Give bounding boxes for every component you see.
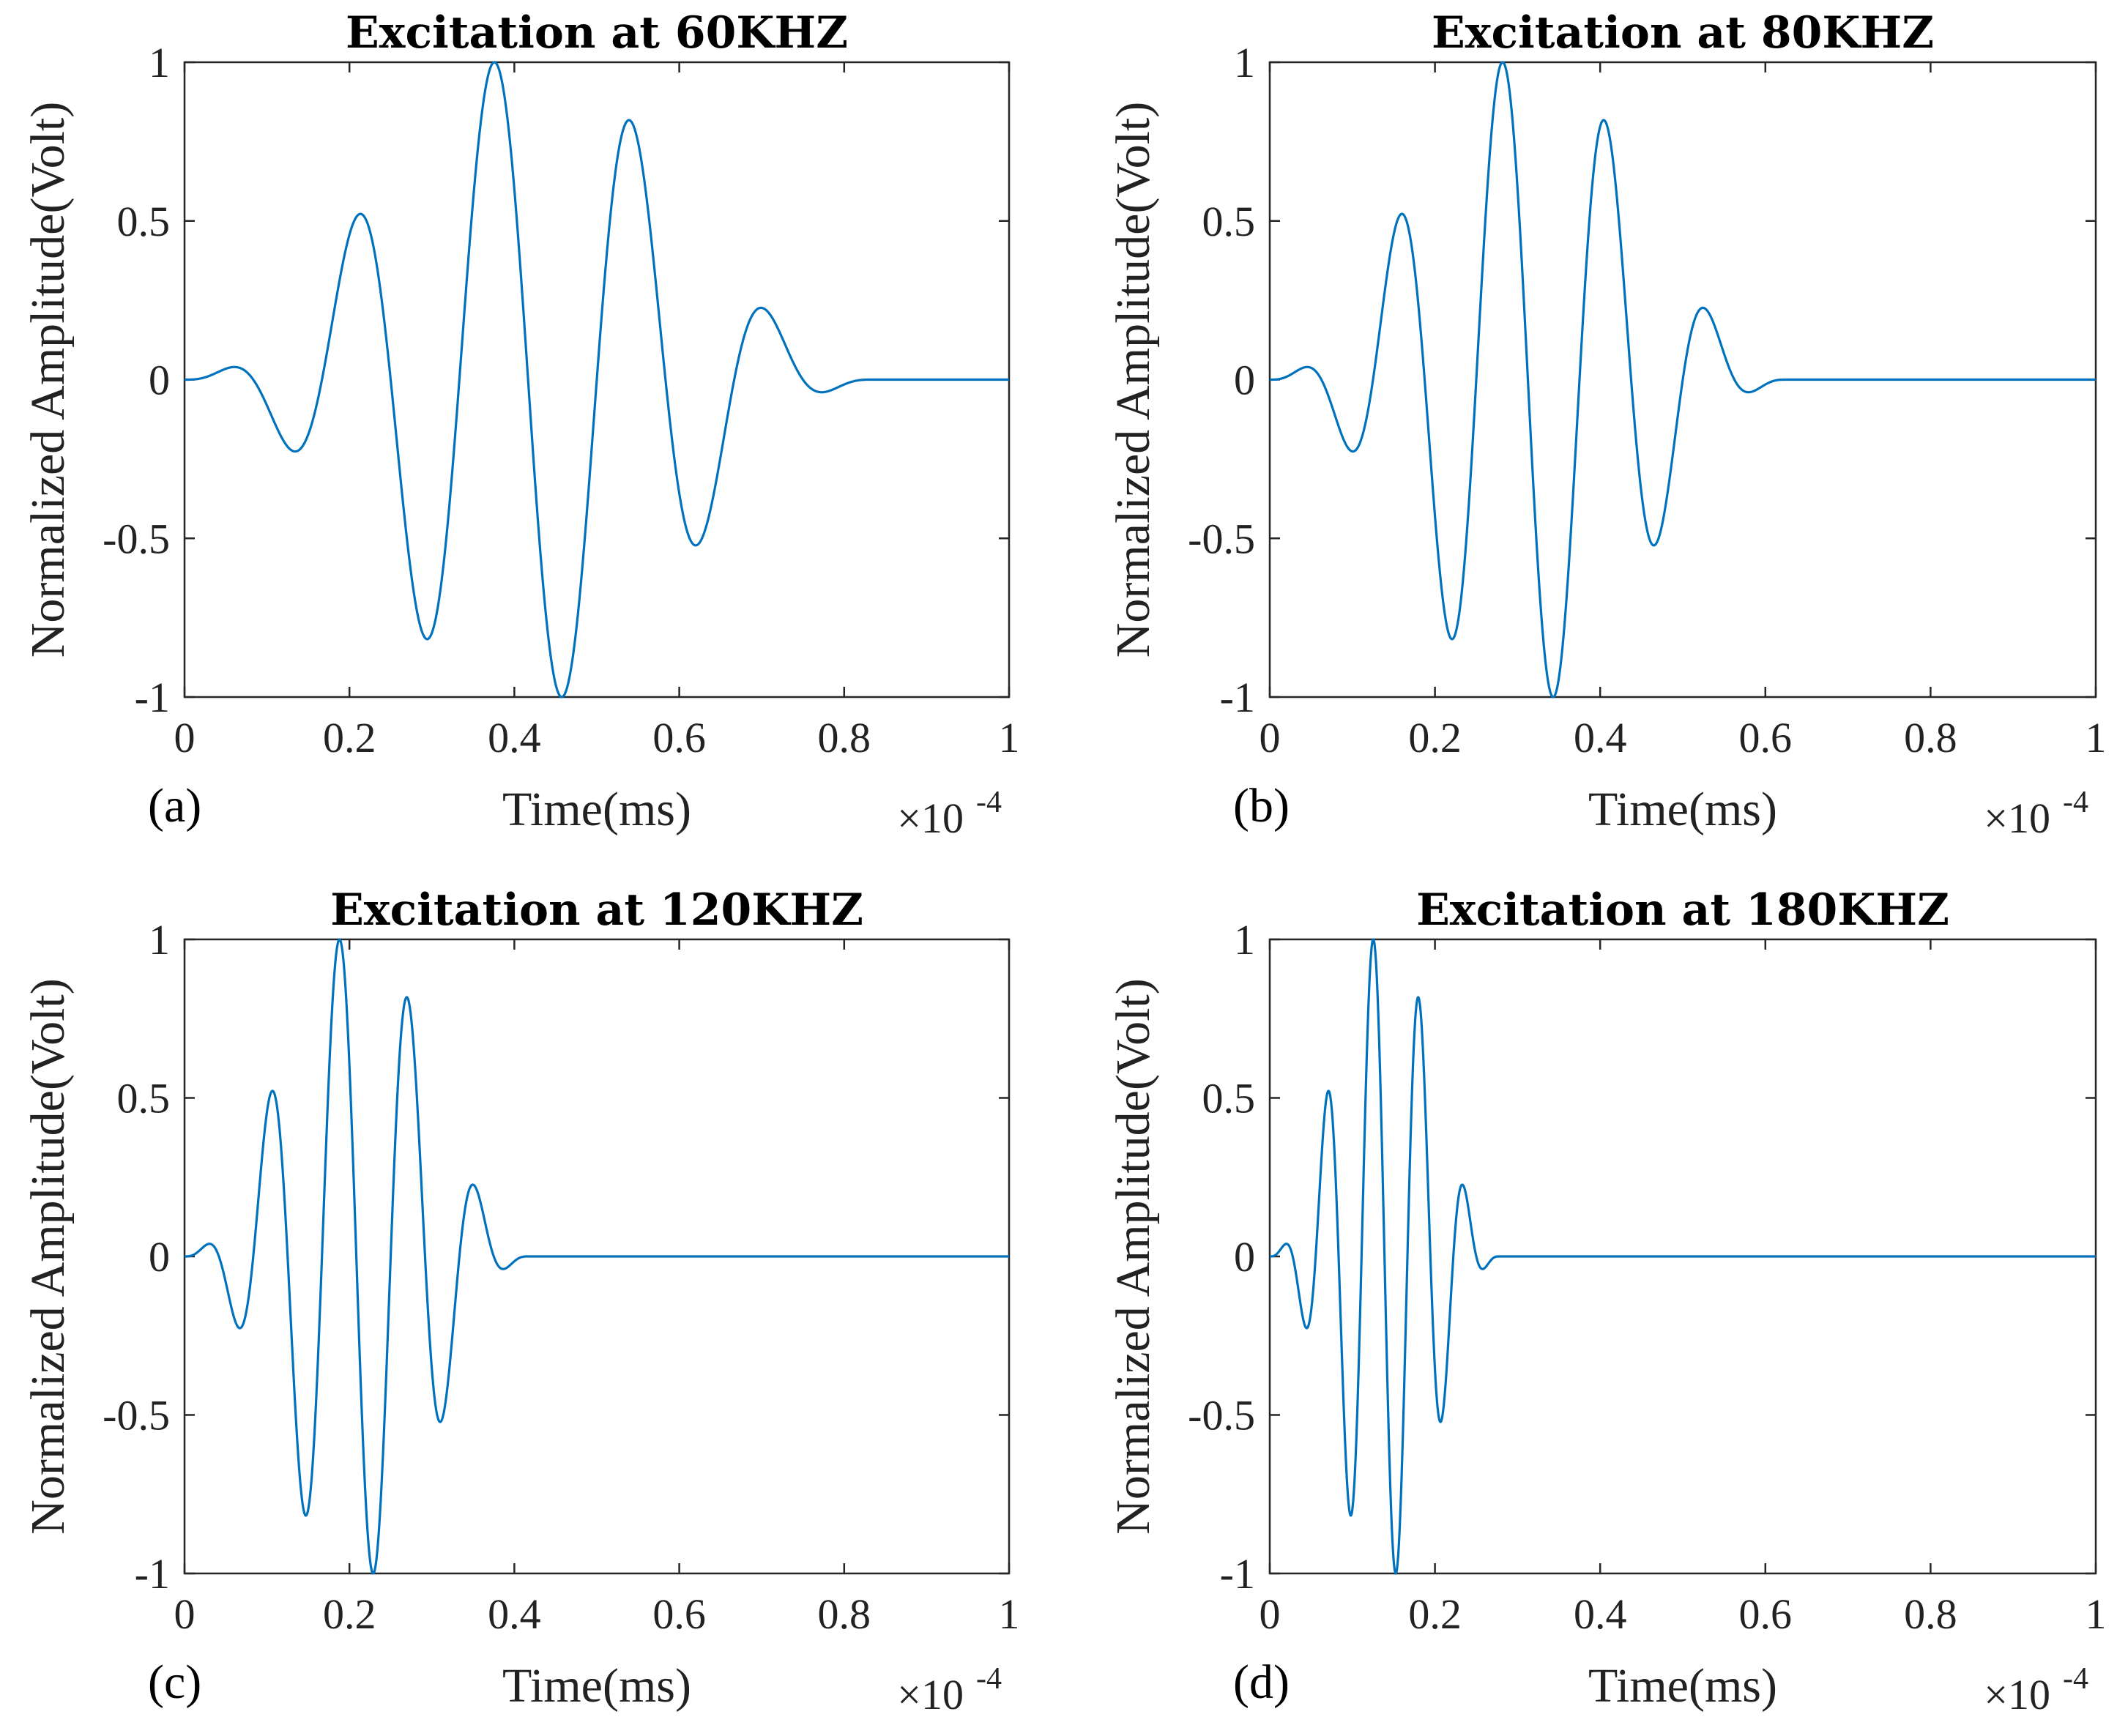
series-line-excitation: [1268, 938, 2097, 1575]
x-tick-label: 1: [2086, 714, 2107, 761]
x-tick-label: 0.8: [818, 714, 871, 761]
y-axis-label: Normalized Amplitude(Volt): [21, 978, 75, 1534]
x-tick-label: 0.4: [1574, 714, 1627, 761]
panel-label: (d): [1233, 1655, 1290, 1709]
chart-title: Excitation at 120KHZ: [330, 884, 863, 936]
y-tick-label: 0.5: [117, 198, 171, 245]
x-tick-label: 0.6: [652, 1590, 706, 1638]
y-tick-label: -1: [1220, 1550, 1255, 1598]
x-tick-label: 0.4: [488, 714, 541, 761]
x-multiplier-exponent: -4: [976, 1662, 1002, 1696]
chart-panel-4: Excitation at 180KHZ 0 0.2 0.4 0.6 0.8 1 -1 -0.5…: [1106, 884, 2107, 1718]
series-line-excitation: [183, 61, 1011, 699]
y-tick-label: 0: [1234, 1233, 1255, 1281]
x-multiplier: ×10: [897, 1671, 964, 1718]
series-line-excitation: [183, 938, 1011, 1575]
chart-panel-2: Excitation at 80KHZ 0 0.2 0.4 0.6 0.8 1 -1 -0.5 0…: [1106, 7, 2107, 842]
x-tick-label: 1: [2086, 1590, 2107, 1638]
x-tick-label: 1: [999, 714, 1020, 761]
x-tick-label: 0.2: [323, 1590, 376, 1638]
x-tick-label: 0.4: [488, 1590, 541, 1638]
chart-title: Excitation at 80KHZ: [1432, 7, 1934, 59]
y-tick-label: -1: [135, 1550, 170, 1598]
x-multiplier: ×10: [897, 794, 964, 842]
x-tick-label: 1: [999, 1590, 1020, 1638]
chart-title: Excitation at 180KHZ: [1416, 884, 1949, 936]
x-tick-label: 0: [1260, 1590, 1281, 1638]
y-tick-label: 0.5: [1202, 198, 1256, 245]
x-multiplier-exponent: -4: [2063, 1662, 2088, 1696]
y-tick-label: -1: [1220, 674, 1255, 721]
y-tick-label: 0: [149, 357, 170, 404]
y-axis-label: Normalized Amplitude(Volt): [1106, 978, 1160, 1534]
y-axis-label: Normalized Amplitude(Volt): [1106, 102, 1160, 657]
series-line-excitation: [1268, 61, 2097, 699]
x-tick-label: 0.8: [818, 1590, 871, 1638]
x-tick-label: 0.6: [1739, 714, 1793, 761]
x-multiplier-exponent: -4: [976, 786, 1002, 819]
panel-label: (c): [148, 1655, 201, 1709]
x-axis-label: Time(ms): [1588, 1659, 1777, 1713]
y-tick-label: 0.5: [1202, 1075, 1256, 1122]
chart-panel-1: Excitation at 60KHZ 0 0.2 0.4 0.6 0.8 1 -1 -0.5 0…: [21, 7, 1020, 842]
y-tick-label: -1: [135, 674, 170, 721]
x-tick-label: 0.8: [1904, 1590, 1957, 1638]
y-tick-label: 0.5: [117, 1075, 171, 1122]
y-tick-label: -0.5: [1188, 1392, 1255, 1439]
x-tick-label: 0.2: [1408, 1590, 1462, 1638]
chart-title: Excitation at 60KHZ: [346, 7, 848, 59]
y-tick-label: -0.5: [103, 515, 170, 562]
y-tick-label: 0: [149, 1233, 170, 1281]
panel-label: (a): [148, 779, 201, 832]
y-tick-label: 1: [149, 39, 170, 86]
y-tick-label: 1: [149, 916, 170, 964]
x-axis-label: Time(ms): [1588, 783, 1777, 836]
x-multiplier: ×10: [1984, 1671, 2050, 1718]
chart-panel-3: Excitation at 120KHZ 0 0.2 0.4 0.6 0.8 1 -1 -0.5…: [21, 884, 1020, 1718]
x-tick-label: 0.4: [1574, 1590, 1627, 1638]
y-tick-label: 1: [1234, 916, 1255, 964]
y-tick-label: 0: [1234, 357, 1255, 404]
x-multiplier-exponent: -4: [2063, 786, 2088, 819]
panel-label: (b): [1233, 779, 1290, 832]
y-axis-label: Normalized Amplitude(Volt): [21, 102, 75, 657]
x-tick-label: 0.2: [323, 714, 376, 761]
x-tick-label: 0: [174, 1590, 196, 1638]
y-tick-label: -0.5: [1188, 515, 1255, 562]
x-tick-label: 0.6: [1739, 1590, 1793, 1638]
x-multiplier: ×10: [1984, 794, 2050, 842]
x-axis-label: Time(ms): [502, 1659, 691, 1713]
x-tick-label: 0.2: [1408, 714, 1462, 761]
x-tick-label: 0.6: [652, 714, 706, 761]
y-tick-label: 1: [1234, 39, 1255, 86]
x-tick-label: 0: [174, 714, 196, 761]
y-tick-label: -0.5: [103, 1392, 170, 1439]
x-tick-label: 0: [1260, 714, 1281, 761]
x-axis-label: Time(ms): [502, 783, 691, 836]
x-tick-label: 0.8: [1904, 714, 1957, 761]
